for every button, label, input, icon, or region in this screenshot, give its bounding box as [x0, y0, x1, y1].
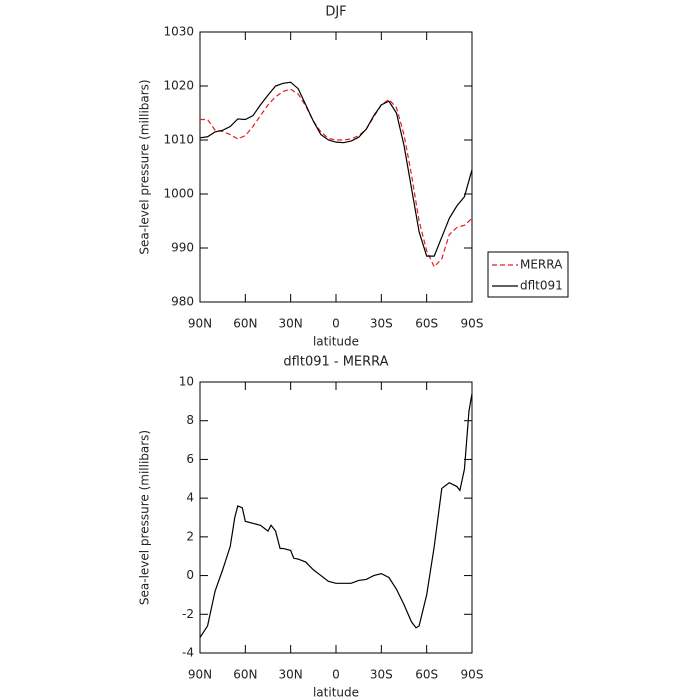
y-tick-label: 1030 — [163, 25, 194, 39]
chart-title: DJF — [325, 5, 346, 20]
x-tick-label: 0 — [332, 317, 340, 331]
series-line — [200, 88, 473, 268]
legend-label: MERRA — [520, 258, 563, 272]
x-tick-label: 60S — [415, 317, 438, 331]
chart-title: dflt091 - MERRA — [283, 355, 388, 370]
x-axis-label: latitude — [313, 335, 359, 349]
x-axis-label: latitude — [313, 686, 359, 700]
y-tick-label: 0 — [186, 568, 194, 582]
panel: dflt091 - MERRA latitude Sea-level pressur… — [138, 355, 484, 700]
x-tick-label: 30N — [279, 317, 303, 331]
y-tick-label: 1000 — [163, 187, 194, 201]
x-tick-label: 0 — [332, 668, 340, 682]
legend-label: dflt091 — [520, 279, 563, 293]
plot-frame — [199, 31, 473, 303]
y-tick-label: -2 — [182, 607, 194, 621]
x-tick-label: 90N — [188, 668, 212, 682]
plot-frame — [199, 381, 473, 654]
x-tick-label: 30N — [279, 668, 303, 682]
x-tick-label: 90N — [188, 317, 212, 331]
y-axis-label: Sea-level pressure (millibars) — [138, 430, 152, 605]
x-tick-label: 60N — [233, 668, 257, 682]
legend-box — [487, 251, 569, 298]
y-tick-label: 2 — [186, 529, 194, 543]
y-tick-label: 10 — [179, 375, 194, 389]
y-tick-label: 990 — [171, 241, 194, 255]
x-tick-label: 60N — [233, 317, 257, 331]
series-line — [199, 393, 473, 638]
panel: DJF latitude Sea-level pressure (millibars… — [138, 5, 569, 349]
x-tick-label: 30S — [370, 668, 393, 682]
series-line — [199, 81, 473, 257]
x-tick-label: 90S — [461, 668, 484, 682]
x-tick-label: 90S — [461, 317, 484, 331]
y-tick-label: 980 — [171, 295, 194, 309]
x-tick-label: 30S — [370, 317, 393, 331]
x-tick-label: 60S — [415, 668, 438, 682]
y-tick-label: 6 — [186, 452, 194, 466]
y-tick-label: -4 — [182, 646, 194, 660]
y-tick-label: 8 — [186, 413, 194, 427]
y-tick-label: 1010 — [163, 133, 194, 147]
y-tick-label: 4 — [186, 491, 194, 505]
y-axis-label: Sea-level pressure (millibars) — [138, 79, 152, 254]
y-tick-label: 1020 — [163, 79, 194, 93]
